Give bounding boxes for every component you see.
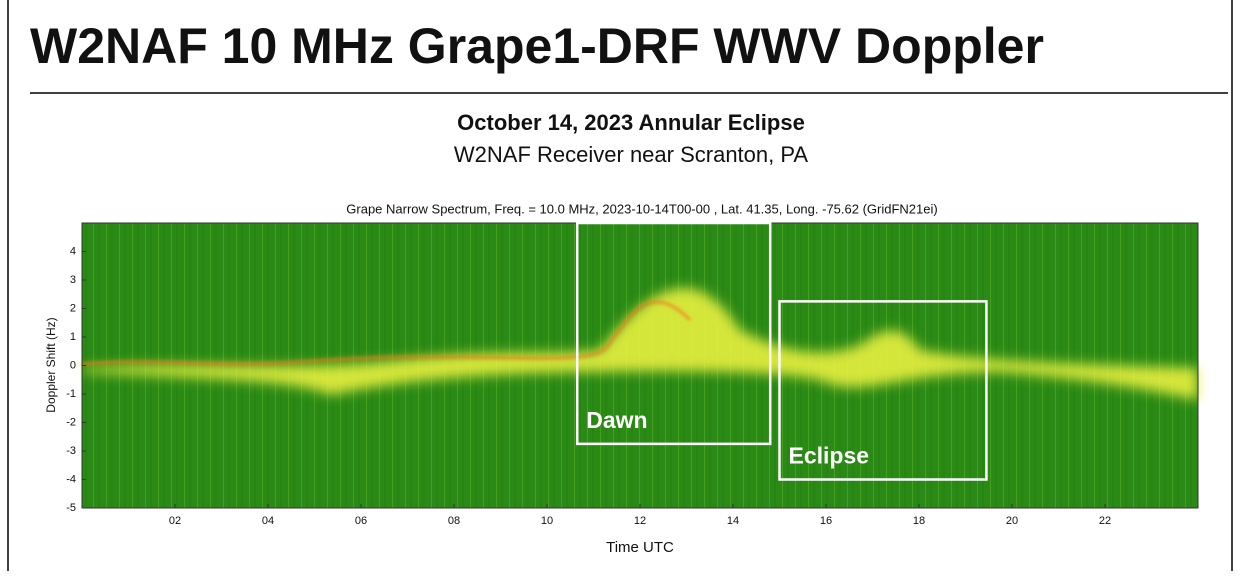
x-tick-label: 20 <box>1006 515 1018 527</box>
y-tick-label: -5 <box>66 502 76 514</box>
slide: W2NAF 10 MHz Grape1-DRF WWV Doppler Octo… <box>0 0 1240 571</box>
x-tick-label: 22 <box>1099 515 1111 527</box>
y-tick-label: -1 <box>66 388 76 400</box>
x-tick-label: 02 <box>169 515 181 527</box>
annotation-label: Eclipse <box>789 443 870 469</box>
x-tick-label: 04 <box>262 515 274 527</box>
spectrogram <box>82 223 1198 508</box>
chart-suptitle: October 14, 2023 Annular Eclipse <box>457 110 805 135</box>
slide-title: W2NAF 10 MHz Grape1-DRF WWV Doppler <box>30 18 1044 74</box>
y-tick-label: 3 <box>70 274 76 286</box>
y-tick-label: -4 <box>66 473 76 485</box>
x-tick-label: 10 <box>541 515 553 527</box>
x-tick-label: 08 <box>448 515 460 527</box>
y-tick-label: 1 <box>70 331 76 343</box>
y-tick-label: 0 <box>70 359 76 371</box>
chart-subtitle: W2NAF Receiver near Scranton, PA <box>454 142 808 167</box>
x-tick-label: 18 <box>913 515 925 527</box>
chart-title: Grape Narrow Spectrum, Freq. = 10.0 MHz,… <box>346 201 937 216</box>
annotation-label: Dawn <box>586 407 647 433</box>
x-tick-label: 06 <box>355 515 367 527</box>
x-axis-label: Time UTC <box>606 539 674 556</box>
y-tick-label: -2 <box>66 416 76 428</box>
y-tick-label: 2 <box>70 302 76 314</box>
y-tick-label: 4 <box>70 245 76 257</box>
x-tick-label: 12 <box>634 515 646 527</box>
y-tick-label: -3 <box>66 445 76 457</box>
y-axis-label: Doppler Shift (Hz) <box>44 317 58 412</box>
x-tick-label: 14 <box>727 515 739 527</box>
x-tick-label: 16 <box>820 515 832 527</box>
